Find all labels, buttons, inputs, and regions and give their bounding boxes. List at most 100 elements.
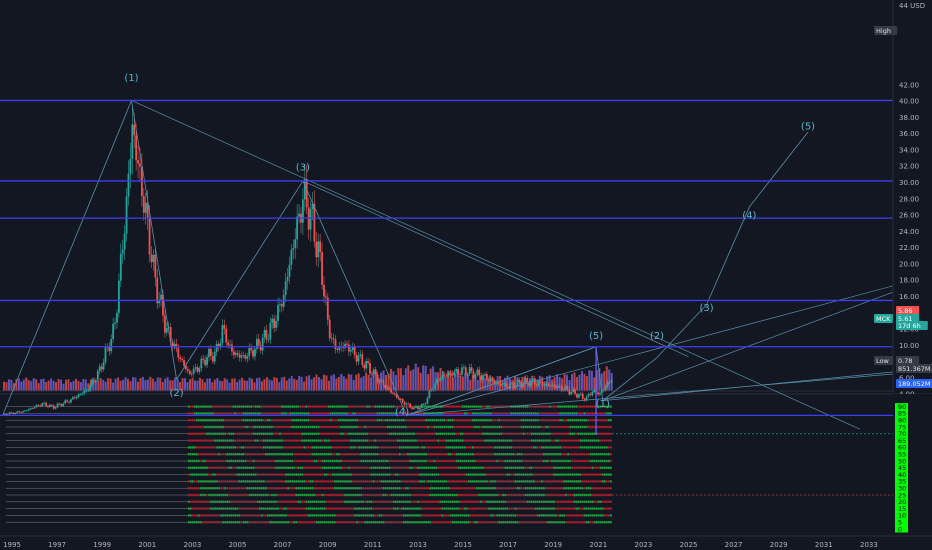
oscillator-cell	[547, 432, 549, 435]
oscillator-cell	[360, 459, 362, 463]
oscillator-cell	[459, 500, 462, 503]
oscillator-cell	[498, 432, 501, 435]
oscillator-cell	[346, 480, 348, 483]
oscillator-cell	[484, 514, 486, 517]
oscillator-cell	[411, 521, 413, 524]
oscillator-cell	[455, 459, 458, 463]
oscillator-cell	[350, 466, 352, 469]
candle-body	[162, 294, 164, 316]
oscillator-cell	[441, 500, 444, 503]
oscillator-cell	[311, 493, 314, 497]
oscillator-cell	[273, 480, 275, 483]
oscillator-cell	[252, 459, 255, 463]
oscillator-cell	[463, 419, 466, 422]
oscillator-cell	[291, 521, 293, 524]
oscillator-cell	[407, 466, 409, 469]
candle-body	[451, 373, 454, 376]
oscillator-cell	[518, 446, 521, 449]
oscillator-cell	[571, 521, 574, 524]
oscillator-tick-label: 30	[898, 485, 906, 493]
oscillator-cell	[394, 453, 397, 456]
oscillator-cell	[325, 432, 328, 435]
oscillator-cell	[358, 500, 360, 503]
oscillator-cell	[352, 453, 354, 456]
oscillator-cell	[370, 412, 373, 415]
candle-body	[280, 304, 283, 307]
oscillator-cell	[577, 432, 580, 435]
oscillator-cell	[575, 412, 578, 415]
oscillator-cell	[380, 466, 383, 469]
oscillator-cell	[254, 412, 257, 415]
oscillator-cell	[238, 466, 241, 469]
oscillator-cell	[400, 487, 403, 490]
oscillator-cell	[193, 453, 196, 456]
price-badge-text: 5.61	[898, 315, 912, 323]
oscillator-cell	[500, 480, 503, 483]
oscillator-cell	[220, 446, 222, 449]
oscillator-cell	[571, 412, 574, 415]
price-badge-text: 0.78	[898, 357, 912, 365]
oscillator-cell	[431, 507, 434, 510]
oscillator-cell	[451, 500, 454, 503]
oscillator-cell	[301, 432, 304, 435]
candle-body	[509, 383, 511, 388]
oscillator-cell	[407, 405, 409, 408]
oscillator-cell	[189, 412, 192, 415]
oscillator-cell	[423, 419, 425, 422]
oscillator-cell	[269, 432, 271, 435]
oscillator-cell	[309, 439, 312, 442]
oscillator-cell	[403, 425, 405, 429]
oscillator-cell	[273, 425, 275, 429]
oscillator-cell	[206, 493, 208, 497]
oscillator-cell	[193, 432, 196, 435]
oscillator-cell	[196, 412, 198, 415]
oscillator-cell	[352, 425, 354, 429]
oscillator-cell	[400, 473, 403, 476]
candle-body	[160, 294, 162, 300]
oscillator-cell	[287, 473, 289, 476]
oscillator-cell	[514, 432, 517, 435]
oscillator-cell	[597, 412, 600, 415]
oscillator-cell	[382, 432, 385, 435]
oscillator-cell	[305, 521, 308, 524]
oscillator-cell	[419, 507, 421, 510]
oscillator-cell	[236, 439, 239, 442]
time-axis[interactable]: 1995 1997 1999 2001 2003 2005 2007 2009 2011 2013…	[0, 535, 932, 549]
candle-body	[244, 354, 247, 359]
oscillator-cell	[390, 425, 393, 429]
oscillator-cell	[317, 514, 320, 517]
oscillator-cell	[362, 439, 365, 442]
oscillator-cell	[551, 473, 553, 476]
oscillator-cell	[198, 514, 200, 517]
oscillator-tick-badge	[895, 518, 908, 526]
oscillator-cell	[338, 446, 340, 449]
oscillator-cell	[376, 507, 379, 510]
oscillator-cell	[492, 459, 494, 463]
candle-body	[252, 350, 254, 357]
oscillator-cell	[240, 446, 243, 449]
oscillator-cell	[455, 425, 458, 429]
oscillator-cell	[356, 521, 358, 524]
oscillator-cell	[364, 507, 367, 510]
candle-body	[194, 367, 197, 369]
oscillator-cell	[591, 521, 594, 524]
oscillator-cell	[317, 521, 320, 524]
oscillator-cell	[297, 446, 300, 449]
oscillator-cell	[443, 487, 446, 490]
oscillator-cell	[520, 521, 523, 524]
oscillator-cell	[528, 466, 531, 469]
oscillator-cell	[299, 432, 302, 435]
oscillator-cell	[561, 507, 563, 510]
oscillator-cell	[581, 432, 584, 435]
oscillator-cell	[581, 521, 584, 524]
volume-bar	[231, 378, 234, 391]
oscillator-cell	[327, 487, 330, 490]
price-axis[interactable]: 44 USD42.0040.0038.0036.0034.0032.0030.0…	[892, 0, 932, 415]
oscillator-cell	[585, 432, 588, 435]
oscillator-cell	[585, 507, 588, 510]
oscillator-cell	[449, 473, 452, 476]
oscillator-cell	[262, 453, 265, 456]
candle-body	[190, 373, 193, 375]
oscillator-cell	[541, 487, 543, 490]
